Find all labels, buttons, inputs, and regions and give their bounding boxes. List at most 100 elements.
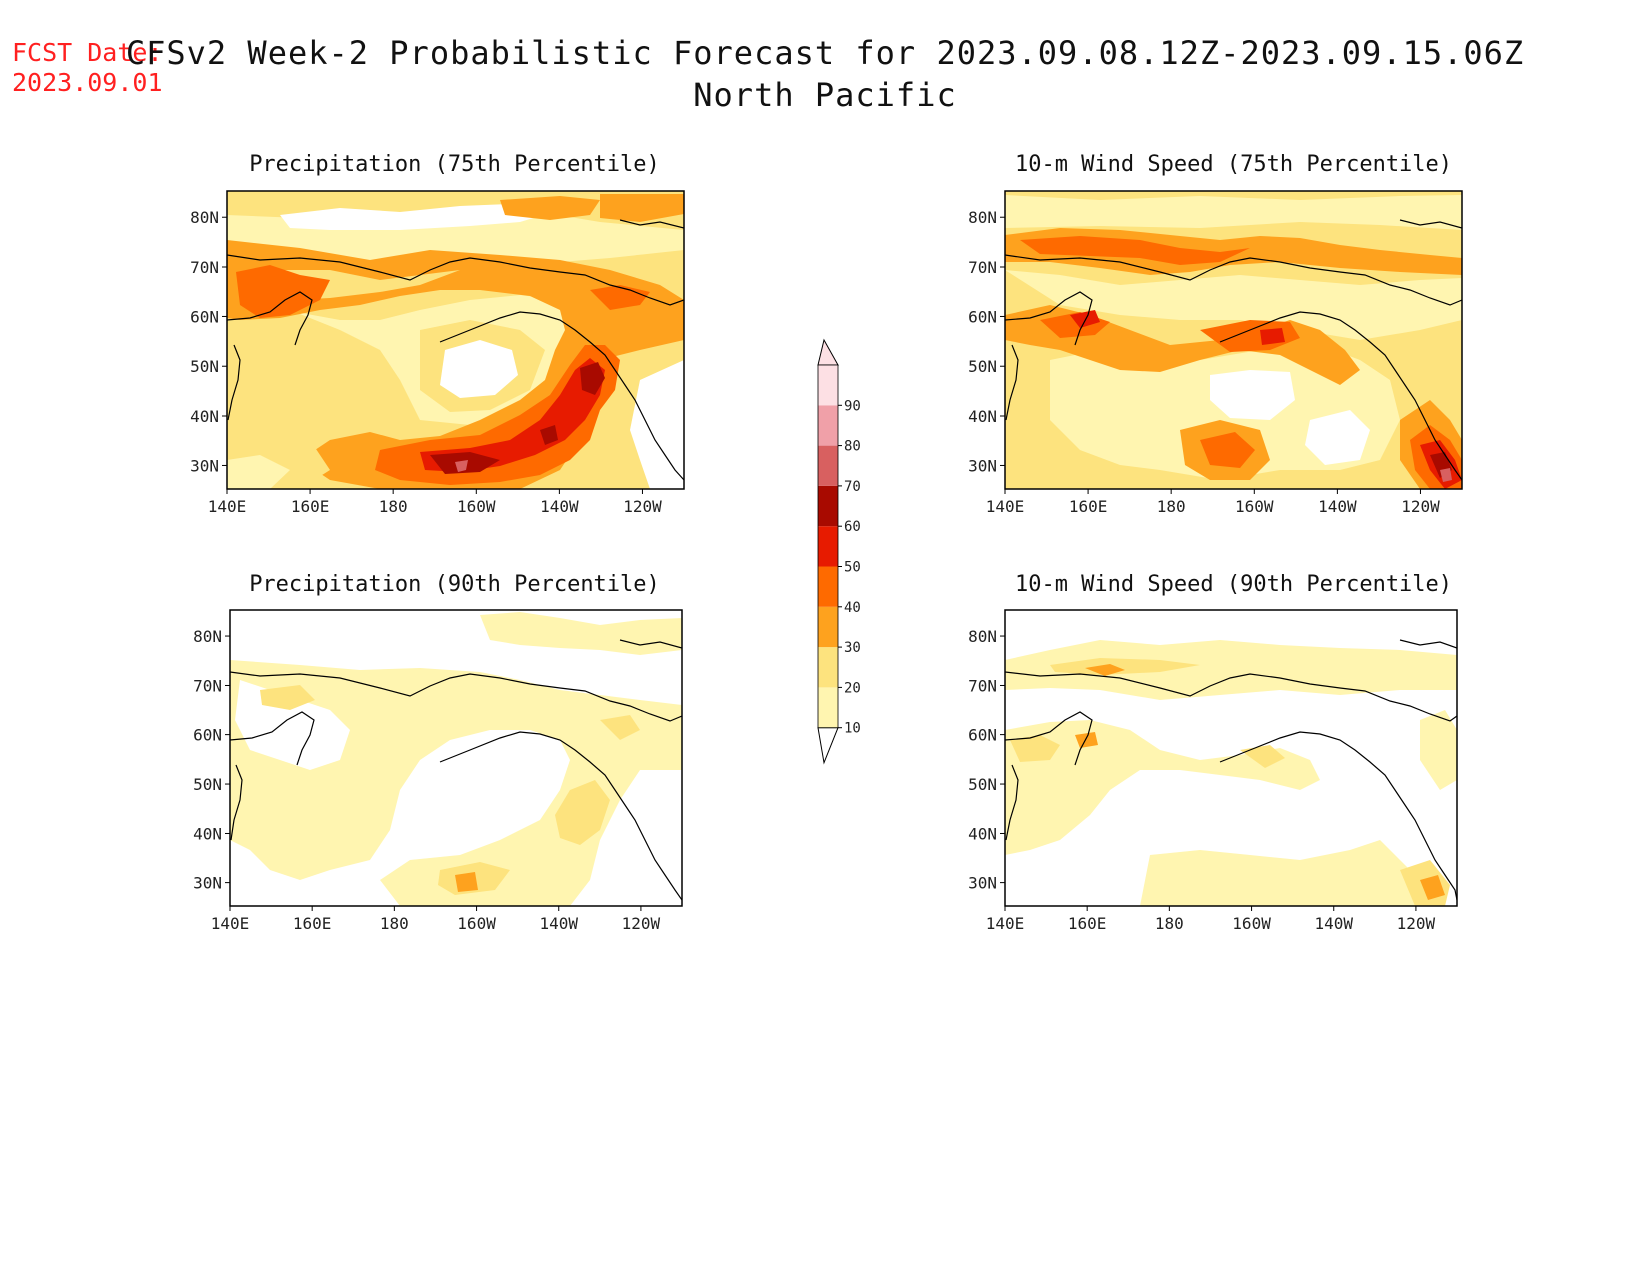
coastline bbox=[227, 344, 241, 421]
shade-precip75-c3 bbox=[600, 194, 684, 222]
lon-tick-label: 140W bbox=[1318, 497, 1357, 516]
map-frame bbox=[229, 609, 683, 907]
coastline bbox=[619, 639, 682, 649]
shade-precip75-c6 bbox=[540, 425, 558, 445]
lat-tick-label: 70N bbox=[193, 676, 222, 695]
shade-wind90-white bbox=[1040, 698, 1100, 720]
lon-tick-label: 120W bbox=[622, 914, 661, 933]
shade-wind90-c2 bbox=[1050, 658, 1200, 675]
lon-tick-label: 140E bbox=[986, 497, 1025, 516]
lat-tick-label: 60N bbox=[968, 726, 997, 745]
lat-tick-label: 30N bbox=[968, 456, 997, 475]
coastline bbox=[1005, 711, 1093, 766]
lon-tick-label: 160W bbox=[457, 497, 496, 516]
colorbar-swatch bbox=[818, 405, 838, 446]
lat-tick-label: 60N bbox=[968, 307, 997, 326]
colorbar-swatch bbox=[818, 485, 838, 527]
shade-wind75-c1 bbox=[1005, 270, 1462, 340]
lat-tick-label: 30N bbox=[190, 456, 219, 475]
shade-precip75-c4 bbox=[590, 285, 650, 310]
lat-tick-label: 70N bbox=[968, 258, 997, 277]
coastline bbox=[1005, 344, 1019, 421]
coastline bbox=[1005, 254, 1462, 306]
shade-precip75-c4 bbox=[236, 265, 330, 318]
lon-tick-label: 160E bbox=[1068, 914, 1107, 933]
coastline bbox=[227, 291, 313, 346]
lon-tick-label: 160W bbox=[457, 914, 496, 933]
shade-wind75-c4 bbox=[1020, 236, 1250, 265]
shade-wind90-c1 bbox=[1005, 720, 1320, 855]
lat-tick-label: 40N bbox=[193, 824, 222, 843]
lon-tick-label: 160W bbox=[1232, 914, 1271, 933]
panel-title-precip75: Precipitation (75th Percentile) bbox=[249, 152, 660, 177]
lon-tick-label: 120W bbox=[1401, 497, 1440, 516]
shade-wind90-c2 bbox=[1010, 735, 1060, 762]
lat-tick-label: 80N bbox=[968, 627, 997, 646]
shade-wind75-c5 bbox=[1260, 328, 1285, 345]
title-line-2: North Pacific bbox=[693, 76, 957, 114]
panel-title-wind90: 10-m Wind Speed (90th Percentile) bbox=[1014, 572, 1453, 597]
lat-tick-label: 50N bbox=[190, 357, 219, 376]
shade-precip90-c2 bbox=[600, 715, 640, 740]
colorbar: 10 20 30 40 50 60 70 80 90 bbox=[817, 338, 861, 765]
colorbar-label: 50 bbox=[844, 560, 861, 576]
shade-wind90-c3 bbox=[1085, 664, 1125, 676]
lon-tick-label: 160E bbox=[293, 914, 332, 933]
lon-tick-label: 160E bbox=[1069, 497, 1108, 516]
shade-wind90-c3 bbox=[1075, 732, 1098, 748]
map-panel-precip90 bbox=[229, 609, 683, 907]
colorbar-label: 60 bbox=[844, 519, 861, 535]
lat-tick-label: 50N bbox=[968, 357, 997, 376]
shade-wind90-c3 bbox=[1420, 875, 1445, 900]
lat-tick-label: 40N bbox=[190, 407, 219, 426]
lat-tick-label: 50N bbox=[193, 775, 222, 794]
coastline bbox=[230, 671, 682, 722]
shade-wind75-white bbox=[1305, 410, 1370, 465]
coastline bbox=[1005, 671, 1457, 722]
shade-wind75-c5 bbox=[1070, 310, 1100, 328]
lon-tick-label: 160W bbox=[1235, 497, 1274, 516]
lat-tick-label: 70N bbox=[968, 676, 997, 695]
shade-wind90-c1 bbox=[1140, 840, 1430, 906]
coastline bbox=[1005, 764, 1019, 841]
colorbar-label: 20 bbox=[844, 680, 861, 696]
map-frame bbox=[1004, 190, 1463, 490]
lat-tick-label: 60N bbox=[193, 726, 222, 745]
forecast-date-label: FCST Date: bbox=[12, 38, 163, 67]
shade-precip90-c2 bbox=[555, 780, 610, 845]
lat-tick-label: 80N bbox=[968, 208, 997, 227]
forecast-date: FCST Date: 2023.09.01 bbox=[12, 38, 163, 98]
lon-tick-label: 120W bbox=[623, 497, 662, 516]
map-frame bbox=[1004, 609, 1458, 907]
lon-tick-label: 140W bbox=[540, 497, 579, 516]
shade-precip90-c2 bbox=[260, 685, 315, 710]
shade-wind75-white bbox=[1210, 370, 1295, 420]
lon-tick-label: 140E bbox=[211, 914, 250, 933]
colorbar-label: 70 bbox=[844, 479, 861, 495]
colorbar-label: 40 bbox=[844, 600, 861, 616]
panel-title-wind75: 10-m Wind Speed (75th Percentile) bbox=[1014, 152, 1453, 177]
shade-precip90-c3 bbox=[455, 872, 478, 892]
shade-wind90-c1 bbox=[1420, 710, 1457, 790]
colorbar-swatch bbox=[818, 566, 838, 607]
shade-precip75-white bbox=[440, 340, 518, 398]
coastline bbox=[1219, 731, 1457, 901]
shade-precip75-white bbox=[630, 360, 684, 489]
coastline bbox=[1219, 311, 1462, 481]
lat-tick-label: 80N bbox=[193, 627, 222, 646]
shade-wind75-c4 bbox=[1200, 320, 1300, 352]
lat-tick-label: 60N bbox=[190, 307, 219, 326]
shade-wind75-c4 bbox=[1200, 432, 1255, 468]
map-panel-wind75 bbox=[1004, 190, 1463, 490]
coastline bbox=[619, 219, 684, 229]
colorbar-swatch bbox=[818, 526, 838, 567]
shade-wind90-c1 bbox=[1005, 640, 1457, 700]
lon-tick-label: 140W bbox=[539, 914, 578, 933]
lon-tick-label: 140E bbox=[986, 914, 1025, 933]
shade-precip90-c1 bbox=[230, 660, 682, 906]
lat-tick-label: 40N bbox=[968, 824, 997, 843]
lat-tick-label: 40N bbox=[968, 407, 997, 426]
coastline bbox=[227, 254, 684, 306]
colorbar-label: 80 bbox=[844, 439, 861, 455]
